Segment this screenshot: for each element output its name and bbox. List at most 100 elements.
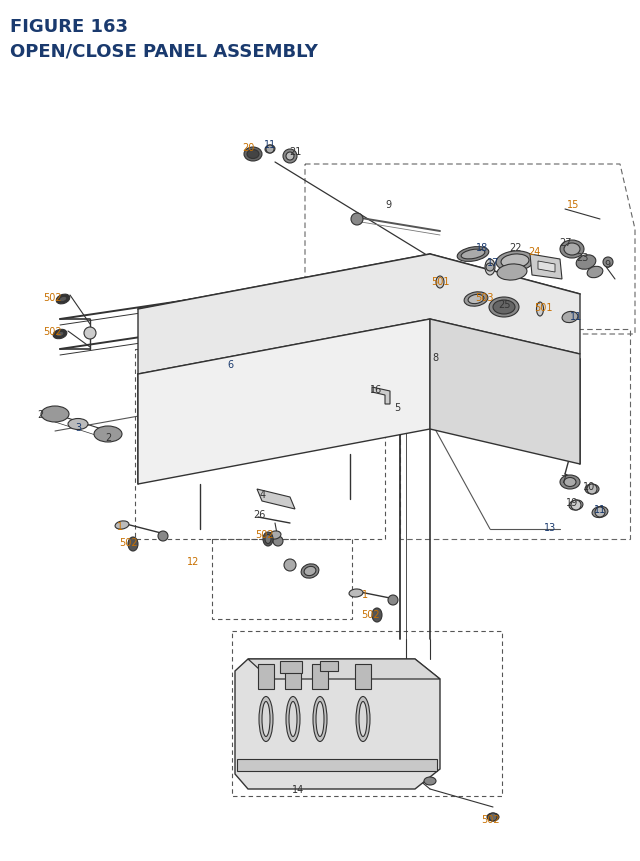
Ellipse shape: [569, 500, 583, 511]
Text: 3: 3: [75, 423, 81, 432]
Text: 9: 9: [385, 200, 391, 210]
Text: 19: 19: [566, 498, 578, 507]
Bar: [355, 664, 371, 689]
Ellipse shape: [457, 247, 489, 262]
Polygon shape: [430, 319, 580, 464]
Ellipse shape: [301, 564, 319, 579]
Text: 18: 18: [476, 243, 488, 253]
Circle shape: [266, 146, 274, 154]
Text: 24: 24: [528, 247, 540, 257]
Ellipse shape: [349, 589, 363, 598]
Ellipse shape: [265, 146, 275, 154]
Text: 22: 22: [509, 243, 521, 253]
Polygon shape: [538, 262, 555, 273]
Ellipse shape: [41, 406, 69, 423]
Ellipse shape: [263, 532, 273, 547]
Ellipse shape: [265, 535, 271, 544]
Ellipse shape: [372, 608, 382, 623]
Ellipse shape: [536, 303, 543, 317]
Ellipse shape: [316, 702, 324, 737]
Text: 502: 502: [255, 530, 273, 539]
Text: 15: 15: [567, 200, 579, 210]
Ellipse shape: [585, 485, 599, 494]
Ellipse shape: [489, 298, 519, 318]
Ellipse shape: [313, 697, 327, 741]
Circle shape: [284, 560, 296, 572]
Circle shape: [486, 263, 494, 272]
Circle shape: [84, 328, 96, 339]
Text: 7: 7: [560, 474, 566, 485]
Polygon shape: [235, 660, 440, 789]
Text: 502: 502: [118, 537, 138, 548]
Text: 6: 6: [227, 360, 233, 369]
Ellipse shape: [244, 148, 262, 162]
Text: 503: 503: [475, 293, 493, 303]
Ellipse shape: [289, 702, 297, 737]
Ellipse shape: [68, 419, 88, 430]
Text: 23: 23: [576, 253, 588, 263]
Ellipse shape: [436, 276, 444, 288]
Text: 501: 501: [534, 303, 552, 313]
Bar: [212, 539, 352, 619]
Text: 25: 25: [498, 300, 510, 310]
Text: 14: 14: [292, 784, 304, 794]
Text: 13: 13: [544, 523, 556, 532]
Text: 9: 9: [604, 260, 610, 269]
Polygon shape: [530, 255, 562, 280]
Bar: [280, 661, 302, 673]
Bar: [135, 350, 385, 539]
Text: FIGURE 163: FIGURE 163: [10, 18, 128, 36]
Ellipse shape: [56, 294, 70, 305]
Ellipse shape: [496, 251, 534, 272]
Circle shape: [489, 813, 497, 821]
Bar: [258, 664, 274, 689]
Text: 1: 1: [362, 589, 368, 599]
Ellipse shape: [259, 697, 273, 741]
Ellipse shape: [115, 521, 129, 530]
Ellipse shape: [128, 537, 138, 551]
Ellipse shape: [424, 777, 436, 785]
Text: 502: 502: [361, 610, 380, 619]
Text: 4: 4: [260, 489, 266, 499]
Ellipse shape: [560, 475, 580, 489]
Text: 501: 501: [431, 276, 449, 287]
Circle shape: [283, 150, 297, 164]
Polygon shape: [138, 255, 580, 375]
Ellipse shape: [359, 702, 367, 737]
Text: 5: 5: [394, 403, 400, 412]
Ellipse shape: [592, 507, 608, 518]
Text: OPEN/CLOSE PANEL ASSEMBLY: OPEN/CLOSE PANEL ASSEMBLY: [10, 42, 318, 60]
Ellipse shape: [269, 531, 281, 540]
Ellipse shape: [562, 312, 578, 323]
Ellipse shape: [497, 264, 527, 281]
Text: 11: 11: [594, 505, 606, 514]
Ellipse shape: [587, 267, 603, 278]
Ellipse shape: [576, 256, 596, 270]
Text: 11: 11: [264, 139, 276, 150]
Ellipse shape: [564, 478, 576, 487]
Circle shape: [158, 531, 168, 542]
Ellipse shape: [485, 260, 495, 276]
Text: 2: 2: [105, 432, 111, 443]
Text: 10: 10: [583, 481, 595, 492]
Text: 1: 1: [117, 522, 123, 531]
Ellipse shape: [468, 295, 484, 304]
Bar: [237, 759, 437, 771]
Circle shape: [603, 257, 613, 268]
Circle shape: [286, 152, 294, 161]
Bar: [312, 664, 328, 689]
Bar: [232, 631, 502, 796]
Ellipse shape: [262, 702, 270, 737]
Polygon shape: [372, 387, 390, 405]
Text: 17: 17: [487, 257, 499, 268]
Text: 11: 11: [570, 312, 582, 322]
Bar: [320, 661, 338, 672]
Ellipse shape: [501, 255, 529, 269]
Ellipse shape: [304, 567, 316, 576]
Text: 16: 16: [370, 385, 382, 394]
Ellipse shape: [247, 151, 259, 159]
Ellipse shape: [493, 300, 515, 314]
Text: 12: 12: [187, 556, 199, 567]
Circle shape: [571, 500, 581, 511]
Text: 502: 502: [43, 293, 61, 303]
